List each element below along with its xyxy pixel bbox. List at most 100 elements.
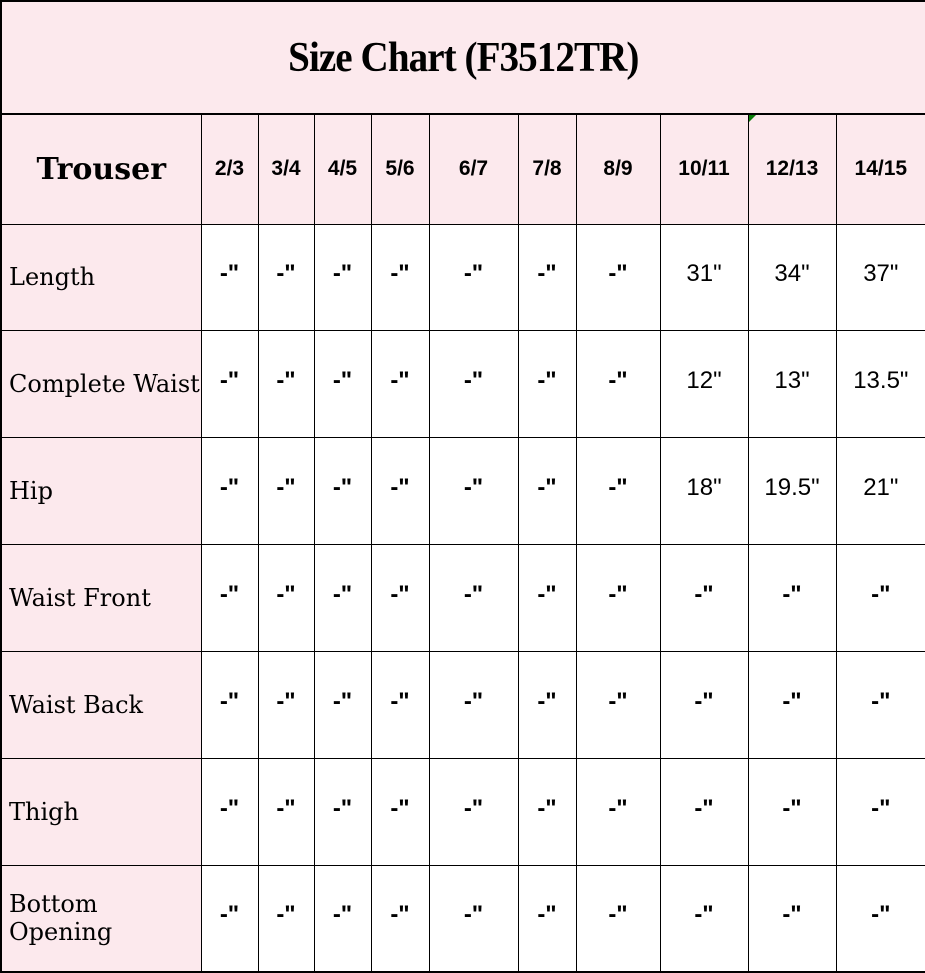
value-cell: 18": [659, 437, 749, 546]
row-label: Waist Front: [0, 544, 202, 652]
value-cell: -": [428, 330, 519, 439]
value-cell: -": [659, 544, 749, 652]
value-cell: -": [370, 437, 430, 546]
value-cell: 34": [747, 223, 837, 332]
value-cell: -": [575, 223, 661, 332]
value-cell: -": [313, 650, 372, 759]
value-cell: -": [747, 544, 837, 652]
size-header-14-15: 14/15: [835, 113, 925, 225]
value-cell: -": [200, 650, 259, 759]
value-cell: -": [313, 757, 372, 866]
value-cell: -": [370, 330, 430, 439]
value-cell: -": [370, 650, 430, 759]
value-cell: -": [428, 757, 519, 866]
row-label: Bottom Opening: [0, 864, 202, 973]
value-cell: -": [257, 223, 315, 332]
value-cell: -": [659, 757, 749, 866]
value-cell: -": [428, 223, 519, 332]
value-cell: -": [428, 864, 519, 973]
value-cell: -": [659, 864, 749, 973]
value-cell: -": [313, 544, 372, 652]
size-header-5-6: 5/6: [370, 113, 430, 225]
value-cell: -": [575, 864, 661, 973]
value-cell: -": [517, 437, 577, 546]
row-label: Thigh: [0, 757, 202, 866]
value-cell: -": [428, 544, 519, 652]
title-row: Size Chart (F3512TR): [0, 0, 925, 115]
value-cell: -": [835, 864, 925, 973]
value-cell: -": [200, 437, 259, 546]
value-cell: 21": [835, 437, 925, 546]
green-corner-marker-icon: [749, 115, 756, 122]
value-cell: -": [200, 330, 259, 439]
value-cell: -": [575, 544, 661, 652]
value-cell: -": [517, 544, 577, 652]
table-row: Bottom Opening -" -" -" -" -" -" -" -" -" -": [0, 864, 925, 973]
value-cell: -": [747, 864, 837, 973]
measurement-rows: Length -" -" -" -" -" -" -" 31" 34" 37" Complete Wa…: [0, 223, 925, 973]
table-row: Length -" -" -" -" -" -" -" 31" 34" 37": [0, 223, 925, 332]
row-label: Waist Back: [0, 650, 202, 759]
size-header-7-8: 7/8: [517, 113, 577, 225]
value-cell: -": [257, 330, 315, 439]
value-cell: -": [659, 650, 749, 759]
value-cell: -": [313, 437, 372, 546]
value-cell: -": [370, 544, 430, 652]
value-cell: -": [257, 437, 315, 546]
table-row: Thigh -" -" -" -" -" -" -" -" -" -": [0, 757, 925, 866]
size-header-8-9: 8/9: [575, 113, 661, 225]
value-cell: -": [257, 864, 315, 973]
value-cell: -": [747, 757, 837, 866]
value-cell: -": [747, 650, 837, 759]
value-cell: -": [575, 437, 661, 546]
table-row: Waist Front -" -" -" -" -" -" -" -" -" -": [0, 544, 925, 652]
size-header-2-3: 2/3: [200, 113, 259, 225]
value-cell: -": [575, 650, 661, 759]
table-row: Waist Back -" -" -" -" -" -" -" -" -" -": [0, 650, 925, 759]
value-cell: 37": [835, 223, 925, 332]
value-cell: -": [257, 757, 315, 866]
value-cell: -": [200, 864, 259, 973]
value-cell: -": [517, 757, 577, 866]
row-label: Length: [0, 223, 202, 332]
value-cell: -": [200, 544, 259, 652]
value-cell: -": [200, 757, 259, 866]
value-cell: -": [370, 757, 430, 866]
value-cell: -": [370, 864, 430, 973]
value-cell: -": [575, 330, 661, 439]
value-cell: 19.5": [747, 437, 837, 546]
value-cell: -": [257, 544, 315, 652]
value-cell: -": [517, 330, 577, 439]
value-cell: 13": [747, 330, 837, 439]
value-cell: -": [517, 864, 577, 973]
value-cell: -": [575, 757, 661, 866]
size-header-3-4: 3/4: [257, 113, 315, 225]
page-title: Size Chart (F3512TR): [288, 34, 639, 81]
size-header-10-11: 10/11: [659, 113, 749, 225]
value-cell: 12": [659, 330, 749, 439]
value-cell: -": [428, 650, 519, 759]
value-cell: -": [313, 864, 372, 973]
value-cell: 13.5": [835, 330, 925, 439]
value-cell: -": [517, 223, 577, 332]
value-cell: -": [517, 650, 577, 759]
size-header-4-5: 4/5: [313, 113, 372, 225]
value-cell: -": [313, 330, 372, 439]
value-cell: -": [200, 223, 259, 332]
value-cell: -": [835, 757, 925, 866]
value-cell: 31": [659, 223, 749, 332]
corner-label: Trouser: [0, 113, 202, 225]
row-label: Hip: [0, 437, 202, 546]
size-header-6-7: 6/7: [428, 113, 519, 225]
value-cell: -": [313, 223, 372, 332]
value-cell: -": [428, 437, 519, 546]
size-header-12-13: 12/13: [747, 113, 837, 225]
table-row: Complete Waist -" -" -" -" -" -" -" 12" 13" 13.5": [0, 330, 925, 439]
value-cell: -": [835, 650, 925, 759]
value-cell: -": [257, 650, 315, 759]
row-label: Complete Waist: [0, 330, 202, 439]
value-cell: -": [835, 544, 925, 652]
size-header-row: Trouser 2/3 3/4 4/5 5/6 6/7 7/8 8/9 10/11 12/13 1…: [0, 113, 925, 225]
